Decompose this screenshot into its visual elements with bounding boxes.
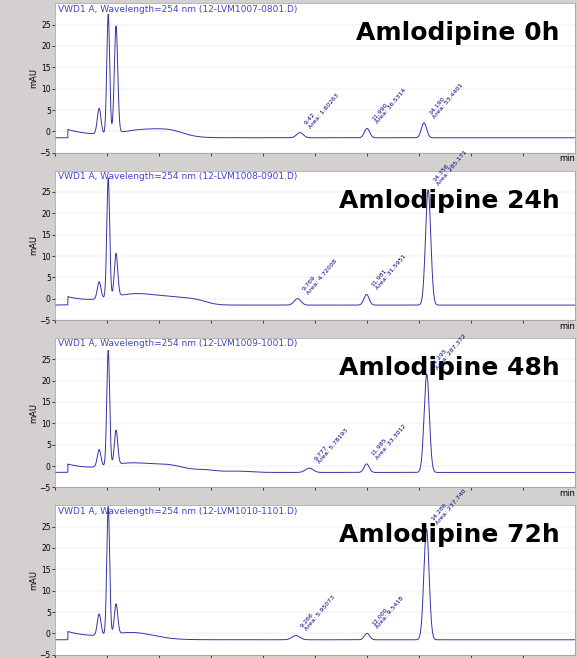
Text: 14.190
Area: 53.4401: 14.190 Area: 53.4401 bbox=[428, 79, 464, 119]
Text: 11.990
Area: 36.5314: 11.990 Area: 36.5314 bbox=[371, 84, 407, 125]
Text: 9.769
Area: 4.72008: 9.769 Area: 4.72008 bbox=[302, 255, 338, 295]
Text: Amlodipine 24h: Amlodipine 24h bbox=[339, 189, 560, 213]
Text: Amlodipine 0h: Amlodipine 0h bbox=[356, 21, 560, 45]
Text: Amlodipine 72h: Amlodipine 72h bbox=[339, 523, 560, 547]
Text: VWD1 A, Wavelength=254 nm (12-LVM1008-0901.D): VWD1 A, Wavelength=254 nm (12-LVM1008-09… bbox=[58, 172, 297, 181]
Text: 9.42
Area: 1.60263: 9.42 Area: 1.60263 bbox=[304, 89, 340, 129]
Y-axis label: mAU: mAU bbox=[29, 570, 38, 590]
Y-axis label: mAU: mAU bbox=[29, 236, 38, 255]
Text: min: min bbox=[560, 154, 575, 163]
Y-axis label: mAU: mAU bbox=[29, 68, 38, 88]
Y-axis label: mAU: mAU bbox=[29, 403, 38, 422]
Text: 11.981
Area: 31.5951: 11.981 Area: 31.5951 bbox=[370, 251, 407, 291]
Text: 11.985
Area: 33.3012: 11.985 Area: 33.3012 bbox=[370, 420, 407, 461]
Text: 14.286
Area: 237.740: 14.286 Area: 237.740 bbox=[431, 484, 467, 525]
Text: 14.295
Area: 287.372: 14.295 Area: 287.372 bbox=[431, 330, 467, 371]
Text: min: min bbox=[560, 489, 575, 498]
Text: VWD1 A, Wavelength=254 nm (12-LVM1010-1101.D): VWD1 A, Wavelength=254 nm (12-LVM1010-11… bbox=[58, 507, 297, 516]
Text: 14.356
Area: 285.171: 14.356 Area: 285.171 bbox=[432, 146, 468, 186]
Text: 12.000
Area: 9.5418: 12.000 Area: 9.5418 bbox=[371, 592, 405, 630]
Text: VWD1 A, Wavelength=254 nm (12-LVM1007-0801.D): VWD1 A, Wavelength=254 nm (12-LVM1007-08… bbox=[58, 5, 297, 14]
Text: VWD1 A, Wavelength=254 nm (12-LVM1009-1001.D): VWD1 A, Wavelength=254 nm (12-LVM1009-10… bbox=[58, 340, 297, 349]
Text: 9.777
Area: 5.78193: 9.777 Area: 5.78193 bbox=[313, 424, 350, 465]
Text: Amlodipine 48h: Amlodipine 48h bbox=[339, 356, 560, 380]
Text: 9.266
Area: 5.95073: 9.266 Area: 5.95073 bbox=[300, 592, 336, 632]
Text: min: min bbox=[560, 322, 575, 330]
